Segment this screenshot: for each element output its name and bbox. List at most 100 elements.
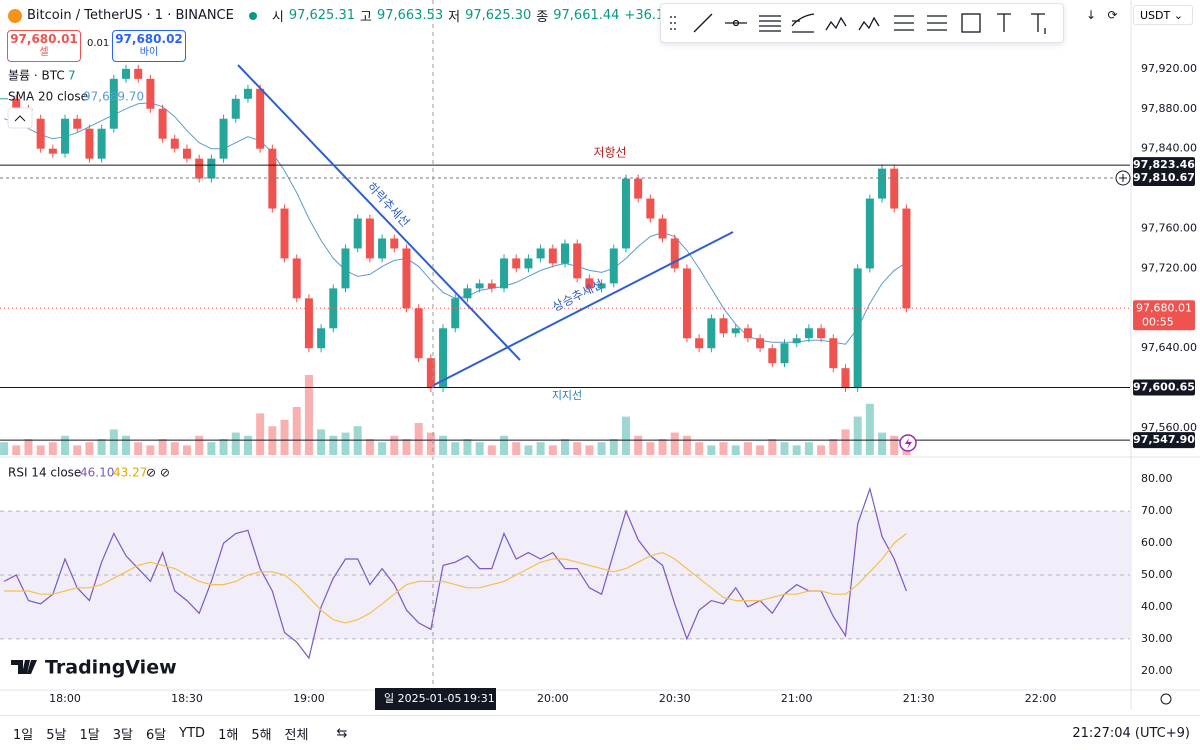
volume-bar [524, 445, 533, 455]
volume-bar [512, 442, 521, 455]
y-tick-label: 97,880.00 [1141, 102, 1197, 115]
footer: 1일 5날 1달 3달 6달 YTD 1해 5해 전체 ⇆ 21:27:04 (… [0, 715, 1200, 750]
spread: 0.01 [87, 38, 110, 49]
volume-bar [390, 435, 399, 455]
tool-abcd[interactable] [858, 16, 880, 31]
tool-text2[interactable] [1031, 13, 1046, 34]
candle [182, 148, 191, 159]
settings-icon[interactable] [1160, 693, 1172, 705]
volume-bar [841, 429, 850, 455]
candle [97, 128, 106, 159]
tool-pattern[interactable] [825, 16, 847, 31]
range[interactable]: 1일 [13, 727, 34, 743]
tool-forecast[interactable] [894, 15, 914, 31]
range[interactable]: 5해 [251, 727, 272, 743]
candle [207, 158, 216, 179]
range[interactable]: 6달 [145, 727, 167, 743]
rsi-readout: 46.10 [80, 466, 114, 480]
volume-bar [85, 442, 94, 455]
downtrend-line[interactable] [237, 64, 521, 361]
candle [268, 148, 277, 209]
candle [670, 238, 679, 269]
volume-bar [414, 423, 423, 455]
range[interactable]: 1해 [218, 727, 239, 743]
volume-bar [475, 442, 484, 455]
buy-button[interactable]: 97,680.02 바이 [112, 30, 186, 62]
grip[interactable] [670, 16, 676, 30]
volume-bar [621, 416, 630, 455]
volume-bar [341, 432, 350, 455]
volume-bar [536, 442, 545, 455]
candle [621, 178, 630, 249]
rsi-tick-label: 40.00 [1141, 600, 1173, 613]
candle [695, 338, 704, 349]
hide-icon[interactable]: ⊘ ⊘ [146, 466, 170, 480]
volume-bar [804, 442, 813, 455]
volume-bar [12, 445, 21, 455]
volume-bar [170, 442, 179, 455]
candle [243, 88, 252, 99]
candle [414, 308, 423, 359]
candle [817, 328, 826, 339]
volume-bar [134, 442, 143, 455]
sell-button[interactable]: 97,680.01 셀 [7, 30, 81, 62]
range[interactable]: YTD [179, 725, 206, 741]
tool-trend[interactable] [693, 13, 713, 33]
candle [780, 343, 789, 364]
collapse-button[interactable] [7, 107, 33, 129]
candle [12, 98, 21, 109]
price-label: 97,547.90 [1133, 433, 1195, 446]
candle [804, 328, 813, 339]
y-tick-label: 97,560.00 [1141, 421, 1197, 434]
volume-bar [195, 435, 204, 455]
x-tick-label: 21:30 [903, 692, 935, 705]
candle [634, 178, 643, 199]
rsi-line [4, 533, 907, 624]
volume-bar [97, 439, 106, 455]
candle [256, 88, 265, 149]
volume-bar [865, 403, 874, 455]
buy-price: 97,680.02 [115, 32, 183, 46]
volume-bar [682, 435, 691, 455]
tool-gann[interactable] [791, 13, 815, 33]
tool-text[interactable] [997, 13, 1011, 32]
range[interactable]: 전체 [284, 727, 309, 743]
volume-readout: 7 [68, 69, 76, 83]
clock: 21:27:04 (UTC+9) [1072, 725, 1190, 741]
range[interactable]: 1달 [79, 727, 100, 743]
volume-bar [256, 413, 265, 455]
candle [829, 338, 838, 369]
candle [902, 208, 911, 309]
uptrend-line[interactable] [431, 231, 734, 387]
tool-fib[interactable] [759, 15, 781, 32]
candle [426, 358, 435, 389]
currency-select[interactable]: USDT ⌄ [1133, 5, 1193, 25]
volume-bar [609, 439, 618, 455]
tool-rect[interactable] [961, 13, 981, 33]
candle [0, 98, 9, 100]
rsi-tick-label: 60.00 [1141, 536, 1173, 549]
date-range-icon[interactable]: ⇆ [336, 725, 348, 741]
volume-bar [719, 442, 728, 455]
candle [865, 198, 874, 269]
range[interactable]: 5날 [46, 727, 67, 743]
header: Bitcoin / TetherUS · 1 · BINANCE 시 97,625… [8, 6, 739, 25]
volume-bar [768, 439, 777, 455]
candle [500, 258, 509, 289]
currency: USDT [1140, 9, 1171, 22]
range[interactable]: 3달 [112, 727, 133, 743]
candle [73, 118, 82, 129]
volume-bar [670, 432, 679, 455]
volume-bar [24, 439, 33, 455]
tool-measure[interactable] [927, 15, 947, 31]
scroll-icons[interactable]: ↓ ⟳ [1086, 8, 1118, 22]
rsi-tick-label: 50.00 [1141, 568, 1173, 581]
marks-layer: 18:0018:3019:0019:3020:0020:3021:0021:30… [0, 62, 1197, 705]
volume-bar [402, 439, 411, 455]
volume-bar [182, 445, 191, 455]
candle [890, 168, 899, 209]
symbol[interactable]: Bitcoin / TetherUS · 1 · BINANCE [27, 8, 234, 23]
y-tick-label: 97,840.00 [1141, 142, 1197, 155]
volume-bar [158, 439, 167, 455]
toolbar-icons [670, 13, 1046, 34]
